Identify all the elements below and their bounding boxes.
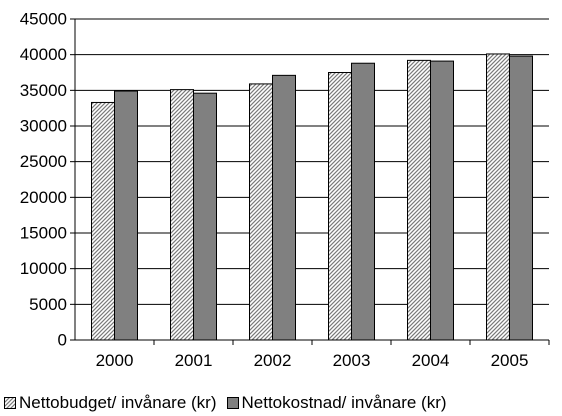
y-tick-label: 30000 xyxy=(20,117,67,136)
y-tick-label: 25000 xyxy=(20,152,67,171)
x-tick-label: 2000 xyxy=(96,351,134,370)
bar-nettobudget-2004 xyxy=(407,59,431,341)
y-axis-tick-labels: 0 5000 10000 15000 20000 25000 30000 35000 40000… xyxy=(20,10,67,350)
x-tick-label: 2005 xyxy=(491,351,529,370)
x-tick-label: 2002 xyxy=(254,351,292,370)
y-tick-label: 40000 xyxy=(20,45,67,64)
bar-nettokostnad-2003 xyxy=(351,62,375,341)
legend-swatch-solid xyxy=(226,397,239,409)
bar-nettokostnad-2005 xyxy=(509,55,533,341)
x-axis-tick-labels: 2000 2001 2002 2003 2004 2005 xyxy=(96,351,529,370)
bars xyxy=(91,53,533,341)
bar-nettokostnad-2000 xyxy=(114,90,138,341)
legend-swatch-hatched xyxy=(4,397,16,409)
y-tick-label: 10000 xyxy=(20,259,67,278)
bar-nettobudget-2002 xyxy=(249,83,273,341)
gridlines xyxy=(75,18,549,305)
x-tick-label: 2001 xyxy=(175,351,213,370)
x-tick-label: 2003 xyxy=(333,351,371,370)
y-tick-label: 5000 xyxy=(29,295,67,314)
legend-item-nettokostnad: Nettokostnad/ invånare (kr) xyxy=(223,393,447,413)
bar-nettobudget-2005 xyxy=(486,53,510,341)
bar-nettobudget-2000 xyxy=(91,101,115,341)
x-tick-label: 2004 xyxy=(412,351,450,370)
y-tick-label: 35000 xyxy=(20,81,67,100)
axes xyxy=(70,18,550,345)
bar-nettokostnad-2001 xyxy=(193,92,217,341)
legend-label-nettobudget: Nettobudget/ invånare (kr) xyxy=(19,393,217,412)
bar-nettobudget-2003 xyxy=(328,72,352,341)
legend-item-nettobudget: Nettobudget/ invånare (kr) xyxy=(0,393,217,413)
bar-chart: 0 5000 10000 15000 20000 25000 30000 35000 40000… xyxy=(20,10,550,370)
y-tick-label: 45000 xyxy=(20,10,67,29)
y-tick-label: 0 xyxy=(58,331,67,350)
legend-label-nettokostnad: Nettokostnad/ invånare (kr) xyxy=(241,393,447,412)
bar-nettokostnad-2002 xyxy=(272,74,296,341)
y-tick-label: 15000 xyxy=(20,224,67,243)
legend: Nettobudget/ invånare (kr) Nettokostnad/… xyxy=(0,391,562,415)
y-tick-label: 20000 xyxy=(20,188,67,207)
bar-nettokostnad-2004 xyxy=(430,60,454,341)
bar-nettobudget-2001 xyxy=(170,89,194,341)
